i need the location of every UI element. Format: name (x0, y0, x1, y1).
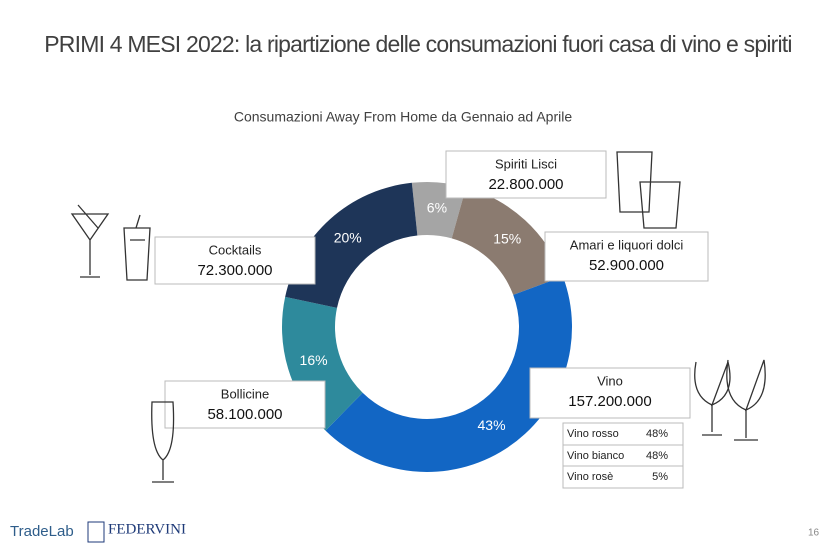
slice-label: 20% (334, 230, 362, 246)
callout-box (544, 231, 709, 282)
icons (70, 151, 766, 483)
logo-emblem (87, 521, 105, 543)
callouts: Spiriti Lisci 22.800.000 Amari e liquori d… (154, 150, 709, 429)
donut: 6% 15% 43% 16% 20% (282, 182, 572, 472)
callout-box (445, 150, 607, 199)
callout-box (154, 236, 316, 285)
table-cell: Vino bianco (567, 450, 624, 462)
brand-federvini: FEDERVINI (108, 521, 186, 537)
slice-label: 43% (478, 417, 506, 433)
slice-label: 6% (427, 200, 447, 216)
slice-label: 15% (493, 230, 521, 246)
callout-category: Bollicine (221, 386, 269, 401)
callout-amount: 52.900.000 (589, 257, 664, 274)
chart-title: Consumazioni Away From Home da Gennaio a… (234, 109, 572, 125)
wine-glass-icon (694, 359, 766, 441)
table-frame (562, 422, 684, 489)
donut-slice (285, 182, 418, 308)
slice-label: 16% (300, 352, 328, 368)
callout-box (164, 380, 326, 429)
flute-icon (151, 401, 175, 483)
callout-category: Amari e liquori dolci (570, 237, 684, 252)
table-cell: 48% (646, 450, 668, 462)
donut-slice (451, 187, 563, 295)
donut-slice (325, 276, 572, 472)
table-cell: 48% (646, 428, 668, 440)
callout-amount: 157.200.000 (568, 393, 651, 410)
callout-amount: 72.300.000 (197, 262, 272, 279)
tumbler-icon (616, 151, 681, 229)
brand-tradelab: TradeLab (10, 523, 74, 540)
table-cell: Vino rosso (567, 428, 619, 440)
callout-category: Vino (597, 373, 623, 388)
table-cell: Vino rosè (567, 471, 613, 483)
callout-category: Spiriti Lisci (495, 156, 557, 171)
cocktail-icon (70, 204, 151, 281)
slide-title: PRIMI 4 MESI 2022: la ripartizione delle… (44, 31, 791, 57)
page-number: 16 (808, 528, 820, 539)
callout-box (529, 367, 691, 419)
callout-amount: 22.800.000 (488, 176, 563, 193)
table-cell: 5% (652, 471, 668, 483)
callout-category: Cocktails (209, 242, 262, 257)
wine-table: Vino rosso 48% Vino bianco 48% Vino rosè… (562, 422, 684, 489)
callout-amount: 58.100.000 (207, 406, 282, 423)
